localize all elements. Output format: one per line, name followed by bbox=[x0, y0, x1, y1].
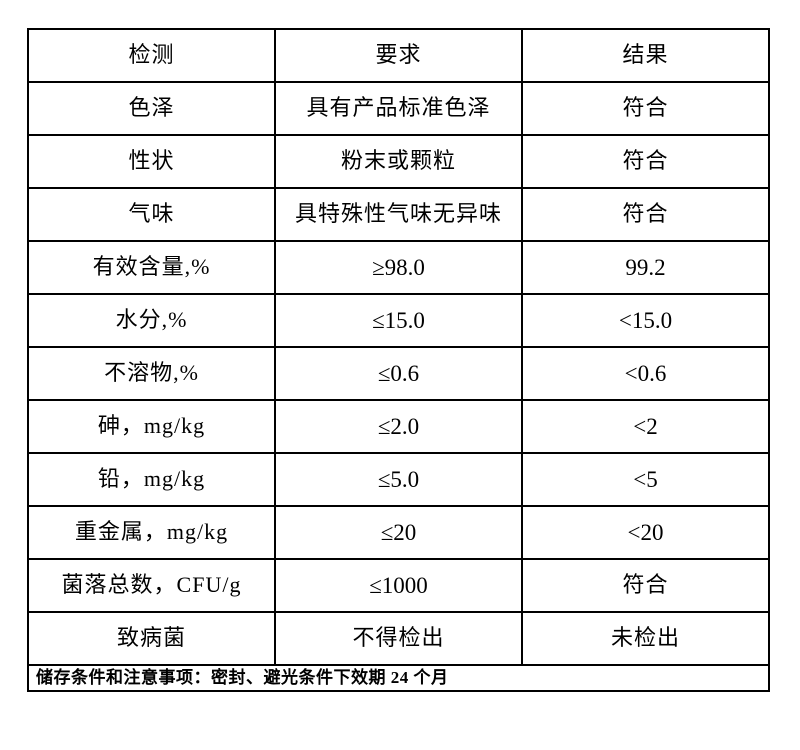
table-row: 色泽 具有产品标准色泽 符合 bbox=[27, 81, 770, 136]
requirement-cell: ≥98.0 bbox=[274, 240, 523, 295]
test-name-cell: 有效含量,% bbox=[27, 240, 276, 295]
requirement-cell: ≤1000 bbox=[274, 558, 523, 613]
storage-conditions-note: 储存条件和注意事项：密封、避光条件下效期 24 个月 bbox=[27, 664, 770, 692]
test-name-cell: 性状 bbox=[27, 134, 276, 189]
test-name-cell: 砷，mg/kg bbox=[27, 399, 276, 454]
requirement-cell: 粉末或颗粒 bbox=[274, 134, 523, 189]
requirement-cell: 不得检出 bbox=[274, 611, 523, 666]
requirement-cell: ≤2.0 bbox=[274, 399, 523, 454]
test-name-cell: 菌落总数，CFU/g bbox=[27, 558, 276, 613]
test-name-cell: 色泽 bbox=[27, 81, 276, 136]
table-footer-row: 储存条件和注意事项：密封、避光条件下效期 24 个月 bbox=[27, 664, 770, 692]
table-row: 气味 具特殊性气味无异味 符合 bbox=[27, 187, 770, 242]
test-name-cell: 不溶物,% bbox=[27, 346, 276, 401]
result-cell: 99.2 bbox=[521, 240, 770, 295]
requirement-cell: ≤0.6 bbox=[274, 346, 523, 401]
test-name-cell: 水分,% bbox=[27, 293, 276, 348]
requirement-cell: ≤20 bbox=[274, 505, 523, 560]
result-cell: 符合 bbox=[521, 558, 770, 613]
table-row: 菌落总数，CFU/g ≤1000 符合 bbox=[27, 558, 770, 613]
result-cell: 符合 bbox=[521, 134, 770, 189]
table-row: 重金属，mg/kg ≤20 <20 bbox=[27, 505, 770, 560]
table-header-row: 检测 要求 结果 bbox=[27, 28, 770, 83]
result-cell: 符合 bbox=[521, 187, 770, 242]
header-cell-test: 检测 bbox=[27, 28, 276, 83]
requirement-cell: 具有产品标准色泽 bbox=[274, 81, 523, 136]
table-row: 砷，mg/kg ≤2.0 <2 bbox=[27, 399, 770, 454]
inspection-table: 检测 要求 结果 色泽 具有产品标准色泽 符合 性状 粉末或颗粒 符合 气味 具… bbox=[27, 28, 770, 692]
result-cell: <0.6 bbox=[521, 346, 770, 401]
table-row: 性状 粉末或颗粒 符合 bbox=[27, 134, 770, 189]
result-cell: <2 bbox=[521, 399, 770, 454]
requirement-cell: 具特殊性气味无异味 bbox=[274, 187, 523, 242]
requirement-cell: ≤5.0 bbox=[274, 452, 523, 507]
result-cell: <5 bbox=[521, 452, 770, 507]
table-row: 不溶物,% ≤0.6 <0.6 bbox=[27, 346, 770, 401]
result-cell: 未检出 bbox=[521, 611, 770, 666]
test-name-cell: 铅，mg/kg bbox=[27, 452, 276, 507]
result-cell: 符合 bbox=[521, 81, 770, 136]
table-row: 铅，mg/kg ≤5.0 <5 bbox=[27, 452, 770, 507]
result-cell: <20 bbox=[521, 505, 770, 560]
test-name-cell: 重金属，mg/kg bbox=[27, 505, 276, 560]
header-cell-requirement: 要求 bbox=[274, 28, 523, 83]
test-name-cell: 致病菌 bbox=[27, 611, 276, 666]
table-row: 水分,% ≤15.0 <15.0 bbox=[27, 293, 770, 348]
table-row: 有效含量,% ≥98.0 99.2 bbox=[27, 240, 770, 295]
test-name-cell: 气味 bbox=[27, 187, 276, 242]
result-cell: <15.0 bbox=[521, 293, 770, 348]
header-cell-result: 结果 bbox=[521, 28, 770, 83]
requirement-cell: ≤15.0 bbox=[274, 293, 523, 348]
table-row: 致病菌 不得检出 未检出 bbox=[27, 611, 770, 666]
